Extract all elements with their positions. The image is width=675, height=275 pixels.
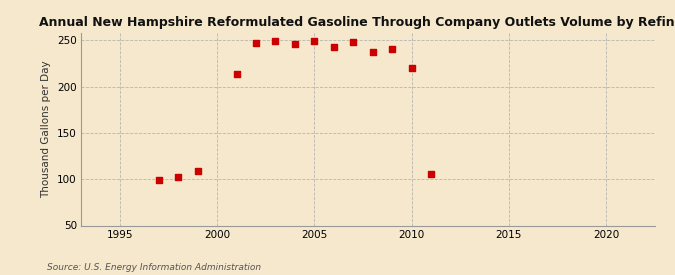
Point	[426, 172, 437, 176]
Point	[173, 175, 184, 180]
Text: Source: U.S. Energy Information Administration: Source: U.S. Energy Information Administ…	[47, 263, 261, 272]
Point	[153, 178, 164, 182]
Point	[192, 169, 203, 173]
Point	[406, 66, 417, 70]
Point	[367, 50, 378, 55]
Point	[232, 72, 242, 76]
Title: Annual New Hampshire Reformulated Gasoline Through Company Outlets Volume by Ref: Annual New Hampshire Reformulated Gasoli…	[39, 16, 675, 29]
Point	[290, 42, 300, 46]
Point	[270, 39, 281, 43]
Point	[250, 41, 261, 45]
Point	[329, 45, 340, 49]
Point	[348, 40, 358, 45]
Point	[309, 39, 320, 43]
Point	[387, 46, 398, 51]
Y-axis label: Thousand Gallons per Day: Thousand Gallons per Day	[42, 60, 51, 198]
